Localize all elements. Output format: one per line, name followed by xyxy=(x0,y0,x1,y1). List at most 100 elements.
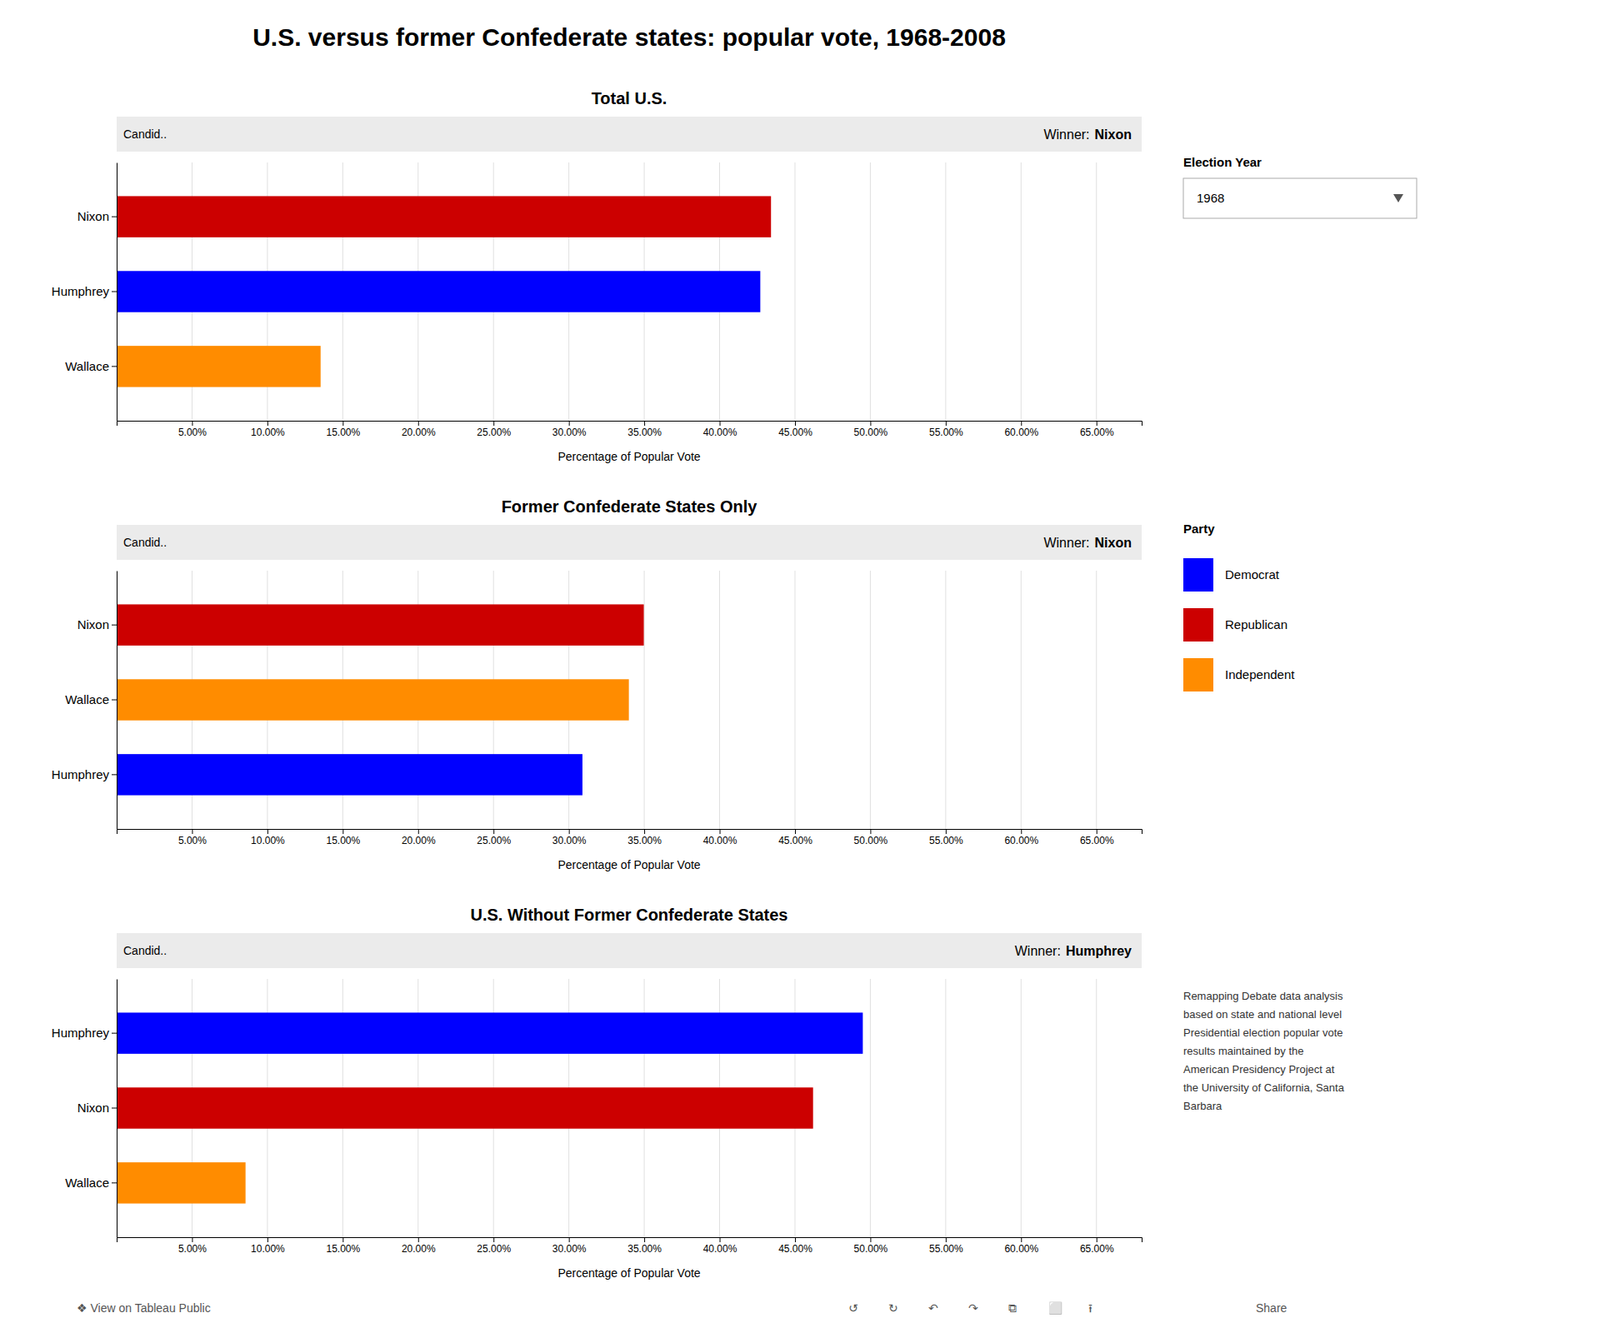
x-axis-title: Percentage of Popular Vote xyxy=(557,450,700,464)
x-tick: 25.00% xyxy=(476,1237,511,1255)
x-tick-mark xyxy=(644,420,645,426)
title: U.S. versus former Confederate states: p… xyxy=(252,23,1006,51)
x-tick-label: 55.00% xyxy=(929,426,964,439)
x-tick-label: 10.00% xyxy=(250,426,285,439)
grid-line xyxy=(1095,570,1097,830)
footer-link[interactable]: ❖ View on Tableau Public xyxy=(76,1301,211,1315)
x-tick: 60.00% xyxy=(1004,1237,1039,1255)
y-tick-label: Wallace xyxy=(65,692,110,707)
winner-label: Winner: xyxy=(1015,944,1061,959)
x-tick-label: 5.00% xyxy=(178,426,207,439)
x-tick-label: 50.00% xyxy=(854,426,889,439)
x-tick-mark xyxy=(720,1237,721,1243)
grid-line xyxy=(644,570,645,830)
x-axis-line xyxy=(117,421,1143,427)
x-tick: 30.00% xyxy=(552,1237,587,1255)
legend-swatch xyxy=(1183,558,1214,592)
y-tick: Wallace xyxy=(65,359,117,374)
footer-icon[interactable]: ↻ xyxy=(888,1301,899,1315)
y-tick-label: Wallace xyxy=(65,359,110,374)
x-tick-mark xyxy=(795,829,796,835)
x-tick: 45.00% xyxy=(778,1237,813,1255)
source-line: the University of California, Santa xyxy=(1183,1081,1345,1095)
y-axis-line xyxy=(116,980,118,1239)
x-tick: 5.00% xyxy=(178,1237,207,1255)
y-tick-mark xyxy=(111,625,117,626)
x-tick: 20.00% xyxy=(401,1237,436,1255)
grid-line xyxy=(794,570,795,830)
x-tick-mark xyxy=(644,829,645,835)
source-line: Barbara xyxy=(1183,1100,1223,1113)
legend-entry: Independent xyxy=(1225,667,1295,682)
x-tick-mark xyxy=(945,829,947,835)
x-tick: 20.00% xyxy=(401,829,436,847)
x-tick-label: 15.00% xyxy=(325,1243,360,1255)
x-tick-label: 15.00% xyxy=(325,835,360,847)
x-tick-label: 15.00% xyxy=(325,426,360,439)
bar xyxy=(116,1087,814,1129)
footer-icon[interactable]: ↶ xyxy=(928,1301,939,1315)
x-tick-label: 25.00% xyxy=(476,835,511,847)
x-tick-label: 55.00% xyxy=(929,835,964,847)
x-tick-label: 60.00% xyxy=(1004,426,1039,439)
x-tick-mark xyxy=(191,829,193,835)
x-tick-mark xyxy=(342,829,344,835)
x-tick: 50.00% xyxy=(854,829,889,847)
x-tick: 45.00% xyxy=(778,420,813,439)
x-axis: 5.00%10.00%15.00%20.00%25.00%30.00%35.00… xyxy=(117,1237,1143,1255)
footer-icon[interactable]: ⧉ xyxy=(1008,1301,1017,1315)
winner-banner xyxy=(116,525,1142,560)
x-tick: 10.00% xyxy=(250,420,285,439)
x-tick-label: 50.00% xyxy=(854,1243,889,1255)
x-tick-label: 20.00% xyxy=(401,1243,436,1255)
x-tick-label: 45.00% xyxy=(778,835,813,847)
column-header: Candid.. xyxy=(123,944,167,958)
source-line: results maintained by the xyxy=(1183,1045,1305,1058)
bar xyxy=(116,195,771,237)
x-tick: 35.00% xyxy=(627,829,662,847)
y-axis-line xyxy=(116,163,118,422)
y-tick-mark xyxy=(111,216,117,218)
x-tick: 15.00% xyxy=(325,1237,360,1255)
x-tick-label: 45.00% xyxy=(778,426,813,439)
source-line: Remapping Debate data analysis xyxy=(1183,990,1344,1003)
source: Remapping Debate data analysisbased on s… xyxy=(1183,990,1345,1113)
footer-icon[interactable]: ↺ xyxy=(848,1301,859,1315)
subtitle: Former Confederate States Only xyxy=(501,497,759,516)
x-tick-label: 60.00% xyxy=(1004,1243,1039,1255)
x-tick-mark xyxy=(870,1237,871,1243)
y-tick: Nixon xyxy=(77,617,117,632)
y-tick-mark xyxy=(111,1033,117,1035)
grid-line xyxy=(945,162,946,421)
y-tick-label: Humphrey xyxy=(51,1025,110,1040)
footer-icon[interactable]: ⭱ xyxy=(1088,1301,1093,1315)
x-axis-title: Percentage of Popular Vote xyxy=(557,858,700,872)
x-tick: 20.00% xyxy=(401,420,436,439)
x-tick: 30.00% xyxy=(552,829,587,847)
x-tick: 30.00% xyxy=(552,420,587,439)
winner-label: Winner: xyxy=(1043,535,1090,550)
x-tick: 35.00% xyxy=(627,420,662,439)
grid-line xyxy=(1020,570,1022,830)
dropdown[interactable] xyxy=(1183,178,1417,219)
winner-name: Humphrey xyxy=(1065,944,1132,959)
x-tick: 15.00% xyxy=(325,420,360,439)
legend-swatch xyxy=(1183,608,1214,642)
footer-icon[interactable]: ↷ xyxy=(968,1301,979,1315)
x-tick-mark xyxy=(267,1237,269,1243)
x-tick: 25.00% xyxy=(476,420,511,439)
winner-banner xyxy=(116,933,1142,969)
grid-line xyxy=(1095,162,1097,421)
dropdown-arrow xyxy=(1393,194,1404,203)
x-tick-mark xyxy=(569,420,570,426)
x-tick-mark xyxy=(870,420,871,426)
x-tick-mark xyxy=(945,420,947,426)
footer-icon[interactable]: ⬜ xyxy=(1048,1301,1063,1316)
x-tick-mark xyxy=(644,1237,645,1243)
x-tick: 40.00% xyxy=(703,1237,738,1255)
footer-icon[interactable]: Share xyxy=(1255,1301,1288,1315)
x-tick: 15.00% xyxy=(325,829,360,847)
x-tick-label: 50.00% xyxy=(854,835,889,847)
x-tick: 10.00% xyxy=(250,829,285,847)
x-axis-title: Percentage of Popular Vote xyxy=(557,1266,700,1280)
